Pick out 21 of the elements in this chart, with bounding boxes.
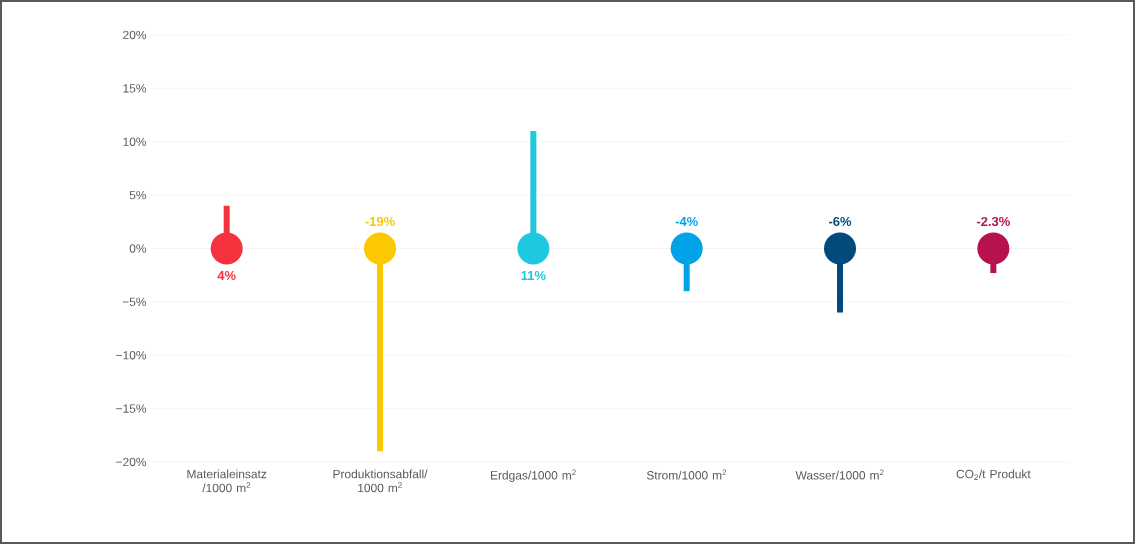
y-tick-label: −5% bbox=[122, 297, 147, 307]
x-tick-label: Produktionsabfall/ 1000 m$^{2}$ bbox=[333, 469, 428, 493]
data-label: 4% bbox=[217, 270, 236, 281]
y-tick-label: −10% bbox=[116, 351, 147, 360]
y-tick-label: 10% bbox=[123, 137, 147, 146]
data-label: 11% bbox=[521, 270, 546, 281]
y-tick-label: 5% bbox=[129, 190, 147, 200]
x-tick-label: Materialeinsatz /1000 m$^{2}$ bbox=[187, 469, 267, 493]
y-tick-label: −20% bbox=[116, 457, 147, 467]
y-tick-label: 20% bbox=[123, 30, 147, 40]
y-tick-label: 0% bbox=[129, 244, 147, 253]
x-tick-label: CO$_{2}$/t Produkt bbox=[956, 469, 1031, 480]
data-label: -6% bbox=[828, 216, 852, 227]
data-label: -2.3% bbox=[976, 216, 1010, 227]
y-tick-label: −15% bbox=[116, 404, 147, 413]
y-tick-label: 15% bbox=[123, 84, 147, 93]
data-label: -4% bbox=[675, 216, 698, 227]
x-tick-label: Strom/1000 m$^{2}$ bbox=[646, 469, 727, 480]
x-tick-label: Erdgas/1000 m$^{2}$ bbox=[490, 469, 576, 482]
data-label: -19% bbox=[365, 216, 395, 227]
x-tick-label: Wasser/1000 m$^{2}$ bbox=[795, 469, 884, 480]
